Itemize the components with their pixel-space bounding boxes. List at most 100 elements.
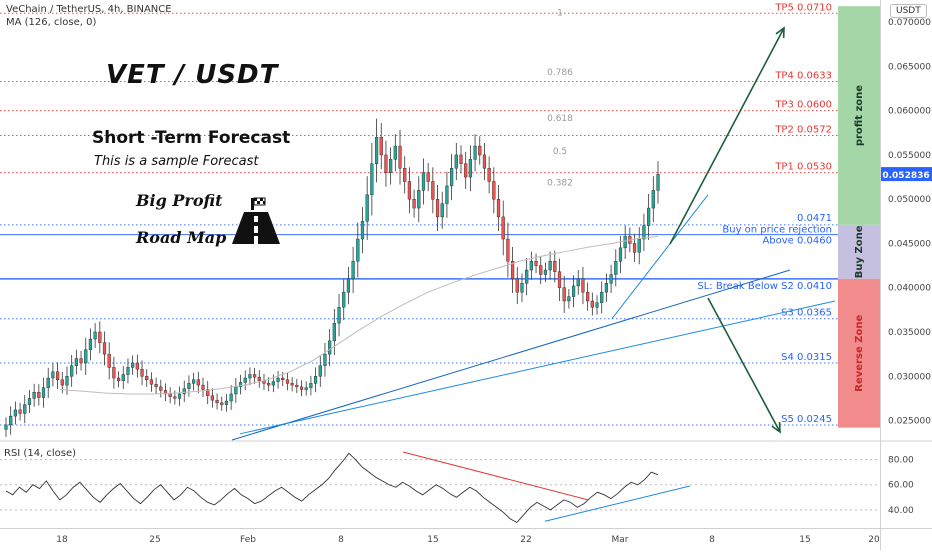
candle-body (55, 371, 60, 380)
candle-body (163, 390, 168, 395)
candle-body (281, 377, 285, 380)
chart-title-annotation: VET / USDT (106, 60, 279, 90)
level-label-entry: Buy on price rejection (722, 225, 832, 236)
fib-label-2: 0.618 (547, 114, 573, 124)
candle-body (539, 265, 543, 275)
candle-body (252, 374, 257, 378)
zone-0 (838, 6, 880, 225)
level-label-TP3: TP3 0.0600 (774, 100, 832, 111)
price-uptrend-2 (239, 300, 836, 435)
candle-body (614, 260, 618, 275)
candle-body (440, 203, 444, 218)
zone-label-0: profit zone (854, 85, 865, 146)
candle-body (586, 291, 590, 302)
candle-body (121, 374, 125, 381)
candle-body (290, 383, 294, 386)
symbol-line: VeChain / TetherUS, 4h, BINANCE (6, 4, 172, 15)
candle-body (79, 358, 83, 364)
candle-body (510, 260, 515, 280)
candle-body (473, 145, 477, 160)
candle-body (41, 387, 46, 398)
time-tick-4: 15 (427, 535, 438, 545)
last-price-badge (881, 167, 932, 182)
price-tick-9: 0.070000 (888, 18, 931, 28)
candle-body (431, 181, 435, 200)
price-tick-1: 0.030000 (888, 372, 931, 382)
price-tick-8: 0.065000 (888, 62, 931, 72)
candle-body (529, 260, 533, 271)
candle-body (553, 260, 557, 272)
candle-body (140, 368, 144, 377)
level-label-S5: S5 0.0245 (781, 414, 832, 425)
candle-body (215, 399, 219, 404)
candle-body (224, 400, 229, 405)
candle-body (18, 409, 22, 414)
candle-body (309, 383, 313, 388)
ma-line (59, 235, 659, 395)
candle-body (407, 181, 412, 200)
candle-body (187, 383, 191, 389)
candle-body (295, 384, 299, 388)
candle-body (647, 207, 651, 226)
price-tick-4: 0.045000 (888, 239, 931, 249)
candle-body (154, 384, 158, 388)
zone-2 (838, 278, 880, 428)
candle-body (534, 260, 538, 266)
candle-body (276, 377, 280, 382)
rsi-tick-1: 60.00 (888, 481, 914, 491)
road-icon (232, 197, 280, 244)
level-label-TP5: TP5 0.0710 (774, 2, 832, 13)
candle-body (656, 174, 660, 191)
bear-arrow-s5-head (771, 421, 781, 434)
candle-body (93, 331, 97, 340)
candle-body (248, 374, 252, 379)
candle-body (313, 376, 318, 384)
candle-body (492, 181, 496, 200)
candle-body (590, 300, 594, 308)
candle-body (487, 168, 491, 182)
candle-body (417, 190, 421, 209)
candle-body (74, 358, 78, 366)
candle-body (285, 379, 290, 384)
candle-body (459, 154, 463, 164)
candle-body (374, 137, 379, 164)
candle-body (168, 393, 172, 397)
candle-body (581, 278, 585, 293)
time-tick-0: 18 (56, 535, 68, 545)
candle-body (478, 145, 482, 156)
price-tick-7: 0.060000 (888, 107, 931, 117)
fib-label-0: 1 (557, 9, 563, 19)
time-tick-1: 25 (149, 535, 160, 545)
candle-body (623, 236, 627, 249)
time-tick-5: 22 (520, 535, 531, 545)
candle-body (342, 291, 346, 308)
candle-body (356, 238, 360, 262)
time-tick-3: 8 (338, 535, 344, 545)
rsi-legend[interactable]: RSI (14, close) (4, 448, 77, 459)
time-tick-7: 8 (709, 535, 715, 545)
candle-body (403, 168, 407, 182)
level-label-entry-line2: Above 0.0460 (762, 236, 832, 247)
fib-label-4: 0.382 (547, 179, 573, 189)
rsi-line (5, 452, 659, 524)
ma-legend[interactable]: MA (126, close, 0) (6, 17, 97, 28)
candle-body (220, 402, 224, 405)
candle-body (454, 154, 458, 169)
candle-body (126, 367, 130, 375)
currency-button[interactable]: USDT (890, 4, 927, 18)
candle-body (525, 269, 529, 284)
candle-body (70, 365, 74, 377)
candle-body (145, 376, 149, 380)
level-label-S3: S3 0.0365 (781, 308, 832, 319)
rsi-tick-0: 40.00 (888, 506, 914, 516)
candle-body (567, 296, 571, 302)
candle-body (482, 154, 487, 169)
note-annotation: This is a sample Forecast (94, 154, 259, 169)
candle-body (173, 396, 177, 399)
candle-body (27, 398, 32, 405)
candle-body (238, 382, 243, 388)
price-tick-0: 0.025000 (888, 417, 931, 427)
candle-body (595, 302, 599, 308)
